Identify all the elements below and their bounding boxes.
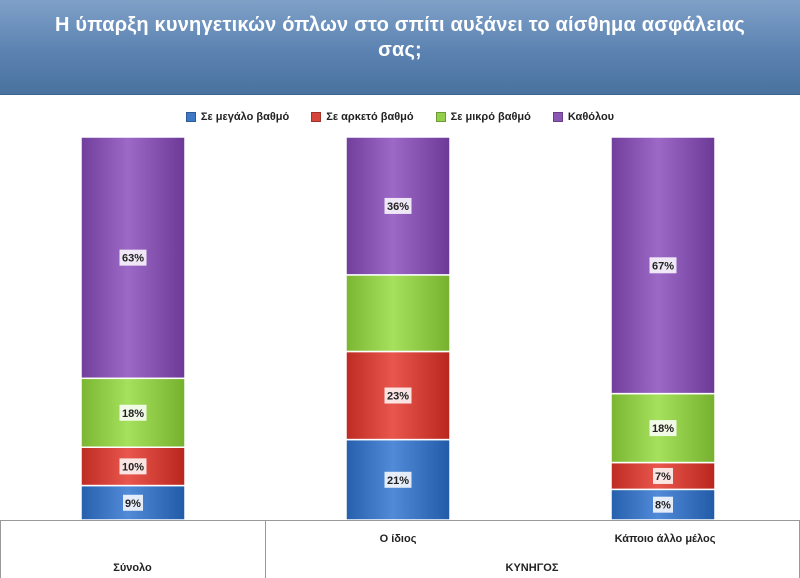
chart-header: Η ύπαρξη κυνηγετικών όπλων στο σπίτι αυξ… <box>0 0 800 95</box>
data-label-text-0-3: 63% <box>122 253 144 265</box>
data-label-2-1: 7% <box>653 467 673 484</box>
category-label-other-member: Κάποιο άλλο μέλος <box>614 533 716 545</box>
data-label-bg-1-0 <box>384 471 412 488</box>
data-label-text-2-0: 8% <box>655 500 671 512</box>
data-label-2-2: 18% <box>649 420 677 437</box>
legend-label-0: Σε μεγάλο βαθμό <box>200 111 290 123</box>
category-label-self: Ο ίδιος <box>379 533 417 545</box>
data-label-0-3: 63% <box>119 249 147 266</box>
data-label-text-2-1: 7% <box>655 471 671 483</box>
data-label-bg-0-0 <box>123 494 143 511</box>
data-label-2-3: 67% <box>649 257 677 274</box>
axis-divider-left <box>0 521 1 578</box>
bar-segment-1-2 <box>345 274 451 353</box>
axis-divider-group <box>265 521 266 578</box>
data-label-text-0-2: 18% <box>122 408 144 420</box>
data-label-text-2-2: 18% <box>652 423 674 435</box>
data-label-text-2-3: 67% <box>652 260 674 272</box>
data-label-bg-1-3 <box>384 197 412 214</box>
data-label-text-0-0: 9% <box>125 498 141 510</box>
data-label-1-0: 21% <box>384 471 412 488</box>
data-label-bg-2-0 <box>653 496 673 513</box>
data-label-bg-0-3 <box>119 249 147 266</box>
data-label-0-1: 10% <box>119 458 147 475</box>
legend-item-0: Σε μεγάλο βαθμό <box>185 108 290 126</box>
data-label-1-1: 23% <box>384 387 412 404</box>
chart-legend: Σε μεγάλο βαθμό Σε αρκετό βαθμό Σε μικρό β… <box>0 108 800 126</box>
legend-item-3: Καθόλου <box>552 108 615 126</box>
legend-swatch-2 <box>435 112 446 122</box>
category-group-label: ΚΥΝΗΓΟΣ <box>505 562 559 574</box>
data-label-bg-0-2 <box>119 404 147 421</box>
legend-swatch-0 <box>185 112 196 122</box>
chart-title: Η ύπαρξη κυνηγετικών όπλων στο σπίτι αυξ… <box>55 14 745 61</box>
data-label-0-0: 9% <box>123 494 143 511</box>
legend-label-1: Σε αρκετό βαθμό <box>326 111 414 123</box>
data-label-0-2: 18% <box>119 404 147 421</box>
category-label-total: Σύνολο <box>113 562 152 574</box>
data-label-text-1-1: 23% <box>387 391 409 403</box>
data-label-text-1-3: 36% <box>387 201 409 213</box>
data-label-bg-2-1 <box>653 467 673 484</box>
data-label-text-1-0: 21% <box>387 475 409 487</box>
legend-item-1: Σε αρκετό βαθμό <box>311 108 414 126</box>
legend-item-2: Σε μικρό βαθμό <box>435 108 531 126</box>
data-label-bg-0-1 <box>119 458 147 475</box>
legend-label-3: Καθόλου <box>567 111 615 123</box>
legend-label-2: Σε μικρό βαθμό <box>450 111 531 123</box>
data-label-text-0-1: 10% <box>122 461 144 473</box>
legend-swatch-3 <box>552 112 563 122</box>
category-axis: Σύνολο Ο ίδιος Κάποιο άλλο μέλος ΚΥΝΗΓΟΣ <box>0 520 800 578</box>
data-label-2-0: 8% <box>653 496 673 513</box>
data-label-bg-2-2 <box>649 420 677 437</box>
data-label-bg-1-1 <box>384 387 412 404</box>
data-label-1-3: 36% <box>384 197 412 214</box>
data-label-bg-2-3 <box>649 257 677 274</box>
legend-swatch-1 <box>311 112 322 122</box>
